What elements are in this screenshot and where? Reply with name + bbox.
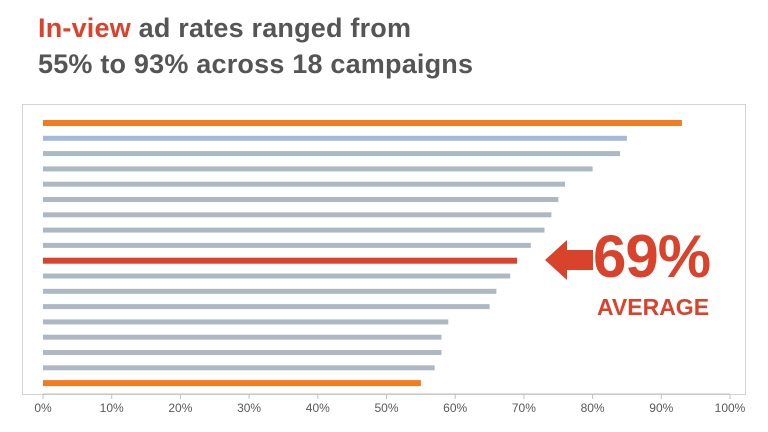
x-tick-label: 80% (581, 401, 605, 415)
bar (43, 365, 435, 371)
bar (43, 212, 552, 218)
title-highlight: In-view (38, 13, 131, 43)
x-tick-label: 40% (306, 401, 330, 415)
x-tick-label: 0% (34, 401, 52, 415)
x-tick-label: 20% (168, 401, 192, 415)
bar (43, 181, 566, 187)
x-tick-label: 10% (100, 401, 124, 415)
x-tick-label: 60% (443, 401, 467, 415)
x-tick-label: 100% (715, 401, 746, 415)
bar (43, 288, 497, 294)
left-arrow-icon (545, 240, 593, 280)
bar (43, 334, 442, 340)
bar-average (43, 257, 517, 264)
average-value: 69% (593, 223, 711, 290)
bar (43, 151, 621, 157)
bar (43, 135, 627, 141)
bar (43, 197, 559, 202)
x-tick-label: 90% (649, 401, 673, 415)
x-tick-label: 50% (374, 401, 398, 415)
title-line-1: In-view ad rates ranged from (38, 10, 473, 46)
bar (43, 166, 593, 172)
bar (43, 120, 682, 126)
bar (43, 304, 490, 310)
bar (43, 227, 545, 233)
title-line-1-rest: ad rates ranged from (138, 13, 412, 43)
chart-title: In-view ad rates ranged from 55% to 93% … (38, 10, 473, 82)
bar (43, 319, 449, 325)
bar (43, 380, 421, 387)
bar (43, 273, 511, 279)
title-line-2: 55% to 93% across 18 campaigns (38, 49, 474, 79)
x-tick-label: 70% (512, 401, 536, 415)
average-label: AVERAGE (597, 294, 710, 320)
bar (43, 242, 531, 248)
x-tick-label: 30% (237, 401, 261, 415)
bar (43, 350, 442, 355)
average-callout: 69% AVERAGE (545, 223, 735, 326)
